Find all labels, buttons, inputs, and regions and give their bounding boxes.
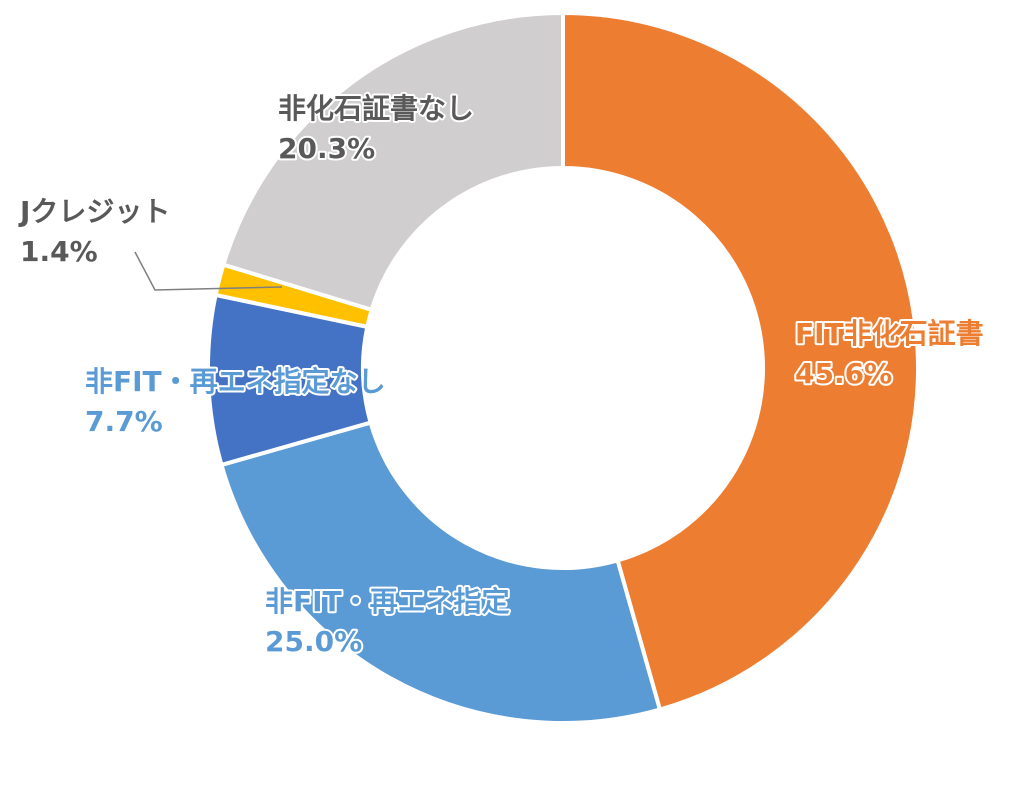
slice-value-label: 20.3% xyxy=(278,132,375,165)
slice-label: 非FIT・再エネ指定 xyxy=(265,585,510,618)
donut-slice xyxy=(220,10,565,313)
leader-line xyxy=(134,251,283,291)
slice-value-label: 25.0% xyxy=(265,625,362,658)
donut-slice xyxy=(219,420,663,725)
slice-value-label: 7.7% xyxy=(85,405,163,438)
slice-value-label: 45.6% xyxy=(795,357,892,390)
slice-label: 非化石証書なし xyxy=(278,92,474,125)
slice-label: FIT非化石証書 xyxy=(795,317,984,350)
slice-label: Jクレジット xyxy=(18,195,170,228)
slice-label: 非FIT・再エネ指定なし xyxy=(85,365,386,398)
donut-slice xyxy=(561,10,920,712)
slice-value-label: 1.4% xyxy=(20,235,98,268)
